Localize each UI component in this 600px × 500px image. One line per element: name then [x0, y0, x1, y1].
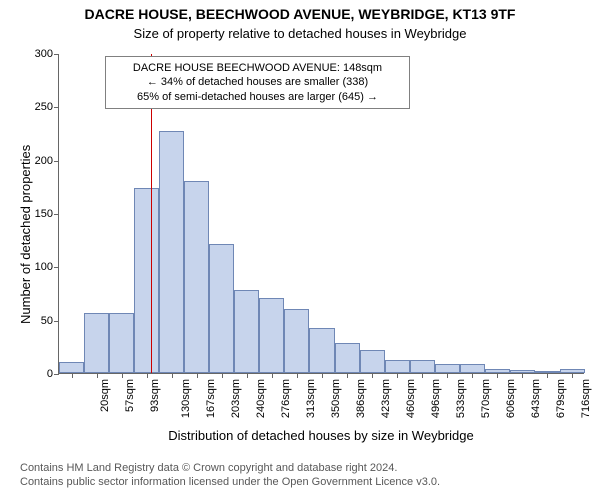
x-tick-mark — [547, 373, 548, 378]
x-tick-mark — [522, 373, 523, 378]
bar — [259, 298, 284, 373]
x-tick-label: 606sqm — [505, 379, 517, 418]
callout-line3: 65% of semi-detached houses are larger (… — [114, 90, 401, 104]
x-tick-mark — [197, 373, 198, 378]
chart-container: DACRE HOUSE, BEECHWOOD AVENUE, WEYBRIDGE… — [0, 0, 600, 500]
x-tick-mark — [322, 373, 323, 378]
bar — [184, 181, 209, 373]
x-tick-label: 643sqm — [530, 379, 542, 418]
chart-subtitle: Size of property relative to detached ho… — [0, 26, 600, 41]
x-tick-mark — [122, 373, 123, 378]
x-tick-label: 313sqm — [305, 379, 317, 418]
y-tick-mark — [54, 214, 59, 215]
bar — [134, 188, 159, 373]
bar — [385, 360, 410, 373]
x-tick-mark — [372, 373, 373, 378]
bar — [209, 244, 234, 373]
x-tick-mark — [72, 373, 73, 378]
bar — [360, 350, 385, 373]
x-tick-label: 679sqm — [556, 379, 568, 418]
y-tick-mark — [54, 374, 59, 375]
x-tick-mark — [222, 373, 223, 378]
x-tick-label: 533sqm — [455, 379, 467, 418]
chart-title: DACRE HOUSE, BEECHWOOD AVENUE, WEYBRIDGE… — [0, 6, 600, 22]
callout-line1: DACRE HOUSE BEECHWOOD AVENUE: 148sqm — [114, 61, 401, 75]
x-tick-mark — [272, 373, 273, 378]
x-tick-label: 386sqm — [355, 379, 367, 418]
bar — [234, 290, 259, 373]
x-tick-mark — [97, 373, 98, 378]
x-tick-mark — [472, 373, 473, 378]
x-tick-label: 203sqm — [230, 379, 242, 418]
x-tick-label: 350sqm — [330, 379, 342, 418]
bar — [309, 328, 334, 373]
x-tick-label: 460sqm — [405, 379, 417, 418]
bar — [460, 364, 485, 373]
x-tick-label: 716sqm — [581, 379, 593, 418]
footer: Contains HM Land Registry data © Crown c… — [20, 462, 580, 490]
callout-box: DACRE HOUSE BEECHWOOD AVENUE: 148sqm ← 3… — [105, 56, 410, 109]
x-tick-mark — [247, 373, 248, 378]
x-tick-mark — [297, 373, 298, 378]
x-tick-label: 93sqm — [149, 379, 161, 412]
x-tick-mark — [447, 373, 448, 378]
x-tick-label: 423sqm — [380, 379, 392, 418]
x-tick-mark — [147, 373, 148, 378]
x-tick-label: 496sqm — [430, 379, 442, 418]
bar — [59, 362, 84, 373]
x-tick-label: 570sqm — [480, 379, 492, 418]
bar — [284, 309, 309, 373]
bar — [159, 131, 184, 373]
x-tick-label: 130sqm — [180, 379, 192, 418]
x-axis-label: Distribution of detached houses by size … — [58, 428, 584, 443]
x-tick-mark — [347, 373, 348, 378]
x-tick-label: 167sqm — [205, 379, 217, 418]
x-tick-label: 276sqm — [280, 379, 292, 418]
x-tick-mark — [497, 373, 498, 378]
callout-line2: ← 34% of detached houses are smaller (33… — [114, 75, 401, 89]
x-tick-mark — [172, 373, 173, 378]
x-tick-mark — [572, 373, 573, 378]
x-tick-mark — [422, 373, 423, 378]
y-tick-mark — [54, 107, 59, 108]
bar — [410, 360, 435, 373]
y-tick-mark — [54, 321, 59, 322]
x-tick-label: 240sqm — [255, 379, 267, 418]
bar — [335, 343, 360, 373]
footer-line2: Contains public sector information licen… — [20, 476, 580, 490]
y-axis-label: Number of detached properties — [18, 145, 33, 324]
y-tick-mark — [54, 54, 59, 55]
x-tick-label: 20sqm — [99, 379, 111, 412]
x-tick-mark — [397, 373, 398, 378]
x-tick-label: 57sqm — [124, 379, 136, 412]
y-tick-mark — [54, 267, 59, 268]
y-tick-mark — [54, 161, 59, 162]
bar — [435, 364, 460, 373]
bar — [84, 313, 109, 373]
bar — [109, 313, 134, 373]
footer-line1: Contains HM Land Registry data © Crown c… — [20, 462, 580, 476]
